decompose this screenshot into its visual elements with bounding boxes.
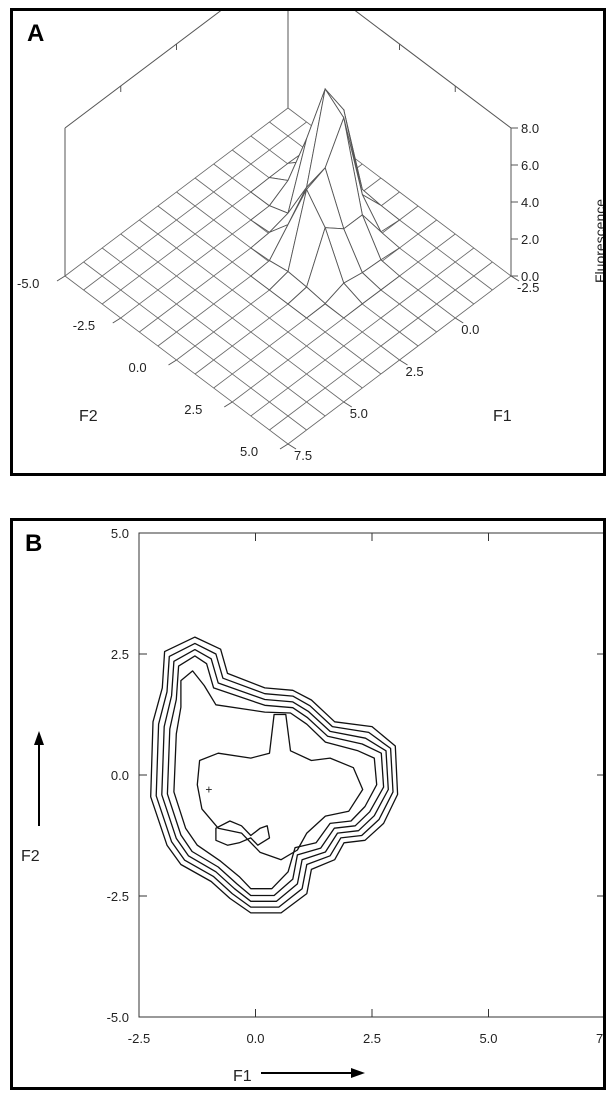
f2-tick-label: -5.0: [17, 276, 39, 291]
f1-tick: [287, 443, 297, 450]
y-tick-label: 0.0: [111, 768, 129, 783]
f1-tick: [399, 359, 408, 366]
contour-level-2: [155, 642, 394, 908]
f1-tick: [454, 317, 464, 324]
f2-tick: [56, 275, 66, 282]
f2-arrow-label: F2: [21, 848, 40, 865]
grid-line: [83, 261, 307, 431]
f2-tick-label: -2.5: [73, 318, 95, 333]
contour-level-4: [166, 655, 385, 897]
f1-arrow-label: F1: [233, 1068, 252, 1085]
grid-line: [269, 261, 493, 431]
y-tick-label: 5.0: [111, 526, 129, 541]
panel-label-a: A: [27, 20, 44, 47]
z-tick-label: 4.0: [521, 195, 539, 210]
fluorescence-axis-label: Fluorescence: [592, 199, 606, 283]
f2-tick-label: 5.0: [240, 444, 258, 459]
f2-tick: [223, 401, 233, 408]
y-tick-label: -5.0: [107, 1010, 129, 1025]
contour-level-3: [161, 648, 389, 902]
z-tick-label: 8.0: [521, 121, 539, 136]
x-tick-label: 5.0: [479, 1031, 497, 1046]
contour-level-5: [173, 670, 378, 890]
z-tick-label: 2.0: [521, 232, 539, 247]
contour-level-6: [196, 713, 364, 861]
f1-tick-label: 0.0: [461, 322, 479, 337]
f2-axis-label: F2: [79, 408, 98, 425]
f1-tick-label: 2.5: [406, 364, 424, 379]
x-tick-label: 7.5: [596, 1031, 606, 1046]
f2-tick: [168, 359, 177, 366]
contour-lines: [150, 636, 399, 914]
contour-plot: B -2.5 0.0 2.5 5.0 7.5 -5.0 -2.5 0.0 2.5 5.0 + F2…: [21, 526, 606, 1085]
z-tick-label: 0.0: [521, 269, 539, 284]
contour-level-7: [215, 820, 271, 846]
f2-tick: [279, 443, 289, 450]
x-tick-label: 0.0: [246, 1031, 264, 1046]
plus-marker: +: [205, 783, 212, 797]
z-tick-label: 6.0: [521, 158, 539, 173]
f1-arrow-head-icon: [351, 1068, 365, 1078]
surface-plot: A -5.0-2.50.02.55.0-2.50.02.55.07.50.02.…: [17, 11, 606, 463]
f1-tick: [343, 401, 353, 408]
grid-line: [250, 247, 475, 417]
f2-tick-label: 2.5: [184, 402, 202, 417]
f1-tick-label: -2.5: [517, 280, 539, 295]
surface-facet: [324, 282, 363, 319]
f1-tick-label: 5.0: [350, 406, 368, 421]
contour-level-1: [150, 636, 399, 914]
x-tick-label: 2.5: [363, 1031, 381, 1046]
plot-frame: [138, 532, 603, 1018]
f2-tick: [112, 317, 122, 324]
y-tick-label: 2.5: [111, 647, 129, 662]
f1-axis-label: F1: [493, 408, 512, 425]
fluorescence-surface: [250, 87, 401, 319]
x-tick-label: -2.5: [128, 1031, 150, 1046]
panel-b: B -2.5 0.0 2.5 5.0 7.5 -5.0 -2.5 0.0 2.5 5.0 + F2…: [10, 518, 606, 1090]
panel-label-b: B: [25, 530, 42, 557]
surface-facet: [287, 286, 326, 319]
f1-tick-label: 7.5: [294, 448, 312, 463]
axis-ticks: -2.5 0.0 2.5 5.0 7.5 -5.0 -2.5 0.0 2.5 5.0: [107, 526, 606, 1046]
y-tick-label: -2.5: [107, 889, 129, 904]
panel-a: A -5.0 -2.5 0.0 2.5 5.0 -2.5 0.0 2.5 5.0 7.5 0.0 2.…: [10, 8, 606, 476]
markers: +: [205, 783, 212, 797]
f2-tick-label: 0.0: [129, 360, 147, 375]
f1-tick: [510, 275, 520, 282]
axis-ticks: -5.0-2.50.02.55.0-2.50.02.55.07.50.02.04…: [17, 121, 539, 463]
back-top-edge-right: [64, 11, 222, 129]
f2-arrow-head-icon: [34, 731, 44, 745]
